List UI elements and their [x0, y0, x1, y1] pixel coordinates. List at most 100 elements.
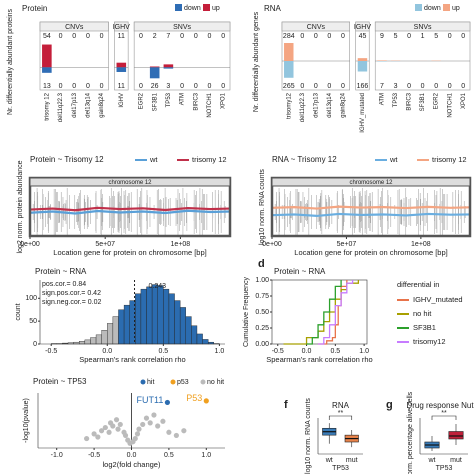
bar-down: [42, 67, 52, 73]
point: [113, 417, 120, 423]
y-tick-label: 100: [25, 295, 37, 302]
down-count: 166: [357, 83, 369, 90]
down-count: 7: [380, 83, 384, 90]
significance-bracket: [431, 415, 457, 420]
point: [115, 426, 121, 432]
x-tick-label: 5e+07: [95, 241, 115, 248]
point-label: P53: [186, 393, 202, 403]
histogram-bar: [151, 284, 158, 345]
legend-label: down: [424, 5, 441, 12]
point: [102, 424, 108, 431]
histogram-bar: [163, 288, 170, 345]
histogram-bar: [79, 341, 86, 345]
down-count: 13: [43, 83, 51, 90]
up-count: 7: [166, 33, 170, 40]
category-label: ATM: [380, 93, 386, 105]
category-label: TP53: [393, 92, 399, 107]
histogram-bar: [185, 316, 192, 345]
up-count: 0: [407, 33, 411, 40]
x-tick-label: 0.5: [164, 452, 174, 459]
x-tick-label: 1.0: [201, 452, 211, 459]
x-tick-label: 0.0: [102, 348, 112, 355]
point: [143, 415, 150, 421]
legend-dot: [170, 379, 176, 385]
strip: [29, 177, 231, 187]
y-axis-label: Norm. percentage alive cells: [407, 391, 414, 474]
legend-label: up: [452, 5, 460, 12]
significance-bracket: [328, 415, 353, 420]
legend-label: down: [184, 5, 201, 12]
category-label: IGHV: [119, 93, 125, 108]
x-tick-label: 0.0: [127, 452, 137, 459]
category-label: XPO1: [221, 92, 227, 109]
bar-up: [284, 43, 294, 61]
category-label: del17p13: [72, 92, 78, 117]
up-count: 0: [72, 33, 76, 40]
y-axis-label: Cumulative Frequency: [243, 276, 250, 347]
y-axis-label: count: [15, 303, 22, 320]
point-label: FUT11: [137, 395, 164, 405]
histogram-bar: [107, 323, 114, 345]
down-count: 0: [59, 83, 63, 90]
point: [160, 418, 166, 424]
down-count: 0: [314, 83, 318, 90]
trend-line: [29, 206, 231, 212]
y-axis-label: Nr. differentially abundant proteins: [7, 8, 14, 115]
legend-label: no hit: [207, 379, 224, 386]
histogram-bar: [191, 325, 198, 345]
x-tick-label: 1e+08: [411, 241, 431, 248]
box: [448, 431, 464, 440]
group-strip: [133, 21, 231, 32]
down-count: 0: [407, 83, 411, 90]
legend-label: trisomy 12: [192, 155, 227, 164]
up-count: 0: [461, 33, 465, 40]
x-axis-label: log2(fold change): [103, 460, 161, 469]
x-tick-label: mut: [346, 457, 358, 464]
trend-line: [271, 212, 471, 218]
y-axis-label: log2 norm. protein abundance: [17, 160, 24, 253]
histogram-bar: [123, 304, 130, 345]
down-count: 0: [221, 83, 225, 90]
bar-down: [163, 67, 174, 69]
point: [84, 435, 90, 442]
y-tick-label: 0.50: [255, 309, 269, 316]
x-tick-label: 0.0: [302, 348, 312, 355]
histogram-bar: [90, 337, 97, 345]
up-count: 54: [43, 33, 51, 40]
up-count: 0: [86, 33, 90, 40]
legend-label: wt: [149, 155, 158, 164]
histogram-bar: [202, 339, 209, 345]
up-count: 5: [434, 33, 438, 40]
category-label: del17p13: [313, 92, 319, 117]
point: [134, 431, 141, 437]
up-count: 0: [59, 33, 63, 40]
x-axis-label: Spearman's rank correlation rho: [266, 355, 372, 364]
point: [117, 421, 123, 428]
category-label: SF3B1: [420, 92, 426, 111]
bar-up: [42, 44, 52, 68]
up-count: 0: [327, 33, 331, 40]
point: [181, 428, 187, 434]
panel-title: Protein ~ RNA: [35, 267, 87, 276]
group-name: SNVs: [414, 24, 432, 31]
up-count: 0: [448, 33, 452, 40]
group-name: CNVs: [307, 24, 326, 31]
ecdf-line: [306, 280, 342, 345]
bar-up: [116, 62, 127, 68]
trend-line: [29, 209, 231, 215]
y-tick-label: 50: [29, 318, 37, 325]
histogram-bar: [84, 339, 91, 345]
bar-down: [284, 61, 294, 78]
x-tick-label: -0.5: [88, 452, 100, 459]
down-count: 0: [180, 83, 184, 90]
group-strip: [114, 21, 129, 32]
category-label: ATM: [180, 93, 186, 105]
up-count: 1: [421, 33, 425, 40]
x-tick-label: 0e+00: [20, 241, 40, 248]
point: [147, 420, 153, 426]
category-label: EGR2: [139, 92, 145, 109]
down-count: 0: [86, 83, 90, 90]
x-tick-label: 0.5: [158, 348, 168, 355]
panel-letter: d: [258, 258, 265, 270]
legend-label: wt: [389, 155, 398, 164]
